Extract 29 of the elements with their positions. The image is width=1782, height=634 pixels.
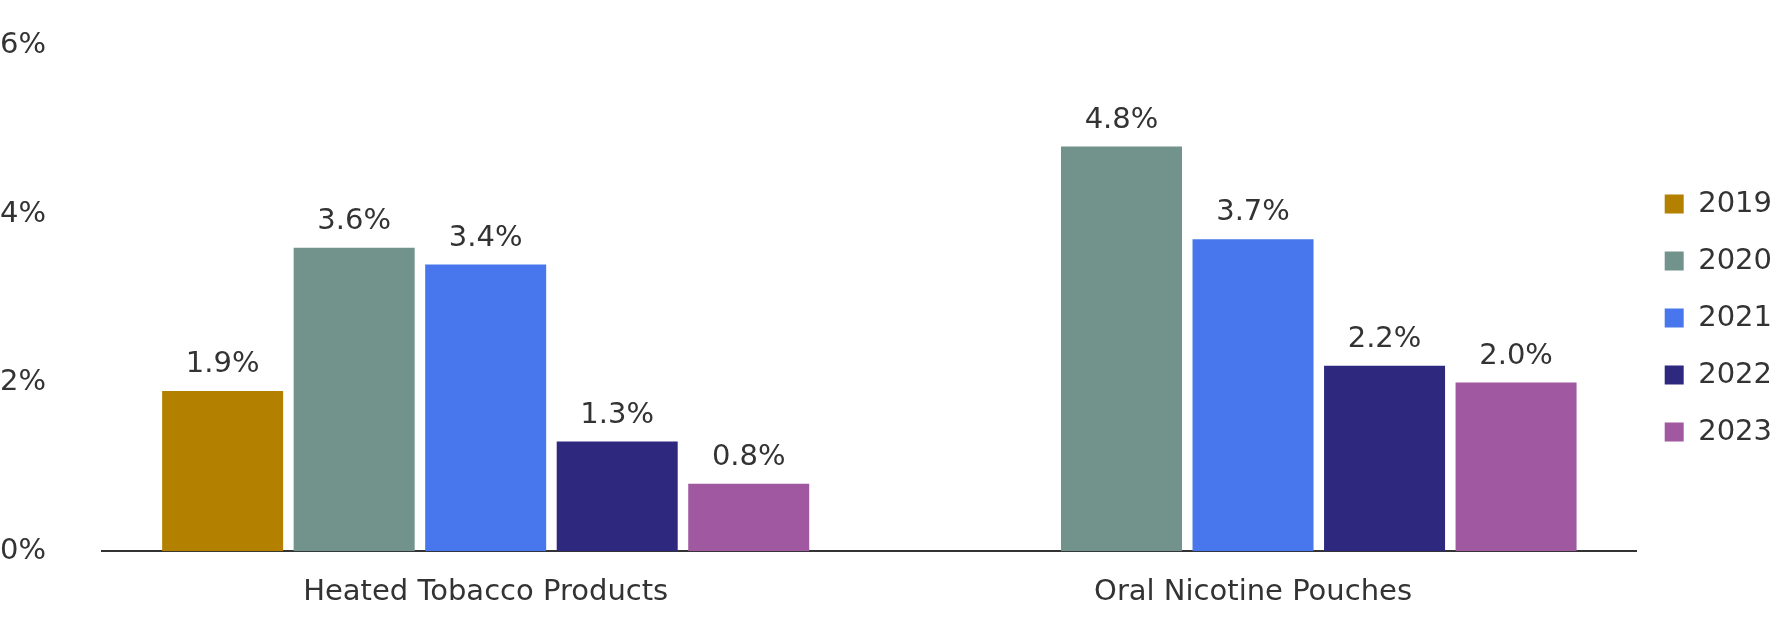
data-label: 3.6% <box>317 201 391 236</box>
legend-label: 2021 <box>1698 298 1773 333</box>
bar <box>1192 239 1314 552</box>
bar <box>556 441 678 552</box>
bar <box>1455 382 1577 552</box>
data-label: 4.8% <box>1084 100 1159 135</box>
bar <box>425 264 547 552</box>
bar <box>1061 146 1182 552</box>
data-label: 3.7% <box>1216 193 1290 228</box>
data-label: 3.4% <box>448 218 523 253</box>
y-tick-label: 6% <box>0 25 47 60</box>
bar <box>688 483 810 552</box>
legend-label: 2022 <box>1698 355 1773 390</box>
y-tick-label: 4% <box>0 194 47 229</box>
legend-label: 2020 <box>1698 241 1773 276</box>
x-tick-label: Oral Nicotine Pouches <box>1094 573 1412 608</box>
data-label: 0.8% <box>711 437 786 472</box>
data-label: 2.2% <box>1347 319 1422 354</box>
data-label: 2.0% <box>1479 336 1553 371</box>
legend-label: 2019 <box>1698 184 1773 219</box>
data-label: 1.3% <box>580 395 655 430</box>
data-label: 1.9% <box>185 345 260 380</box>
bar <box>293 247 415 552</box>
bar <box>162 391 284 552</box>
y-tick-label: 0% <box>0 531 47 566</box>
y-tick-label: 2% <box>0 363 47 398</box>
x-tick-label: Heated Tobacco Products <box>303 573 669 608</box>
legend-label: 2023 <box>1698 412 1773 447</box>
bar <box>1324 365 1446 552</box>
